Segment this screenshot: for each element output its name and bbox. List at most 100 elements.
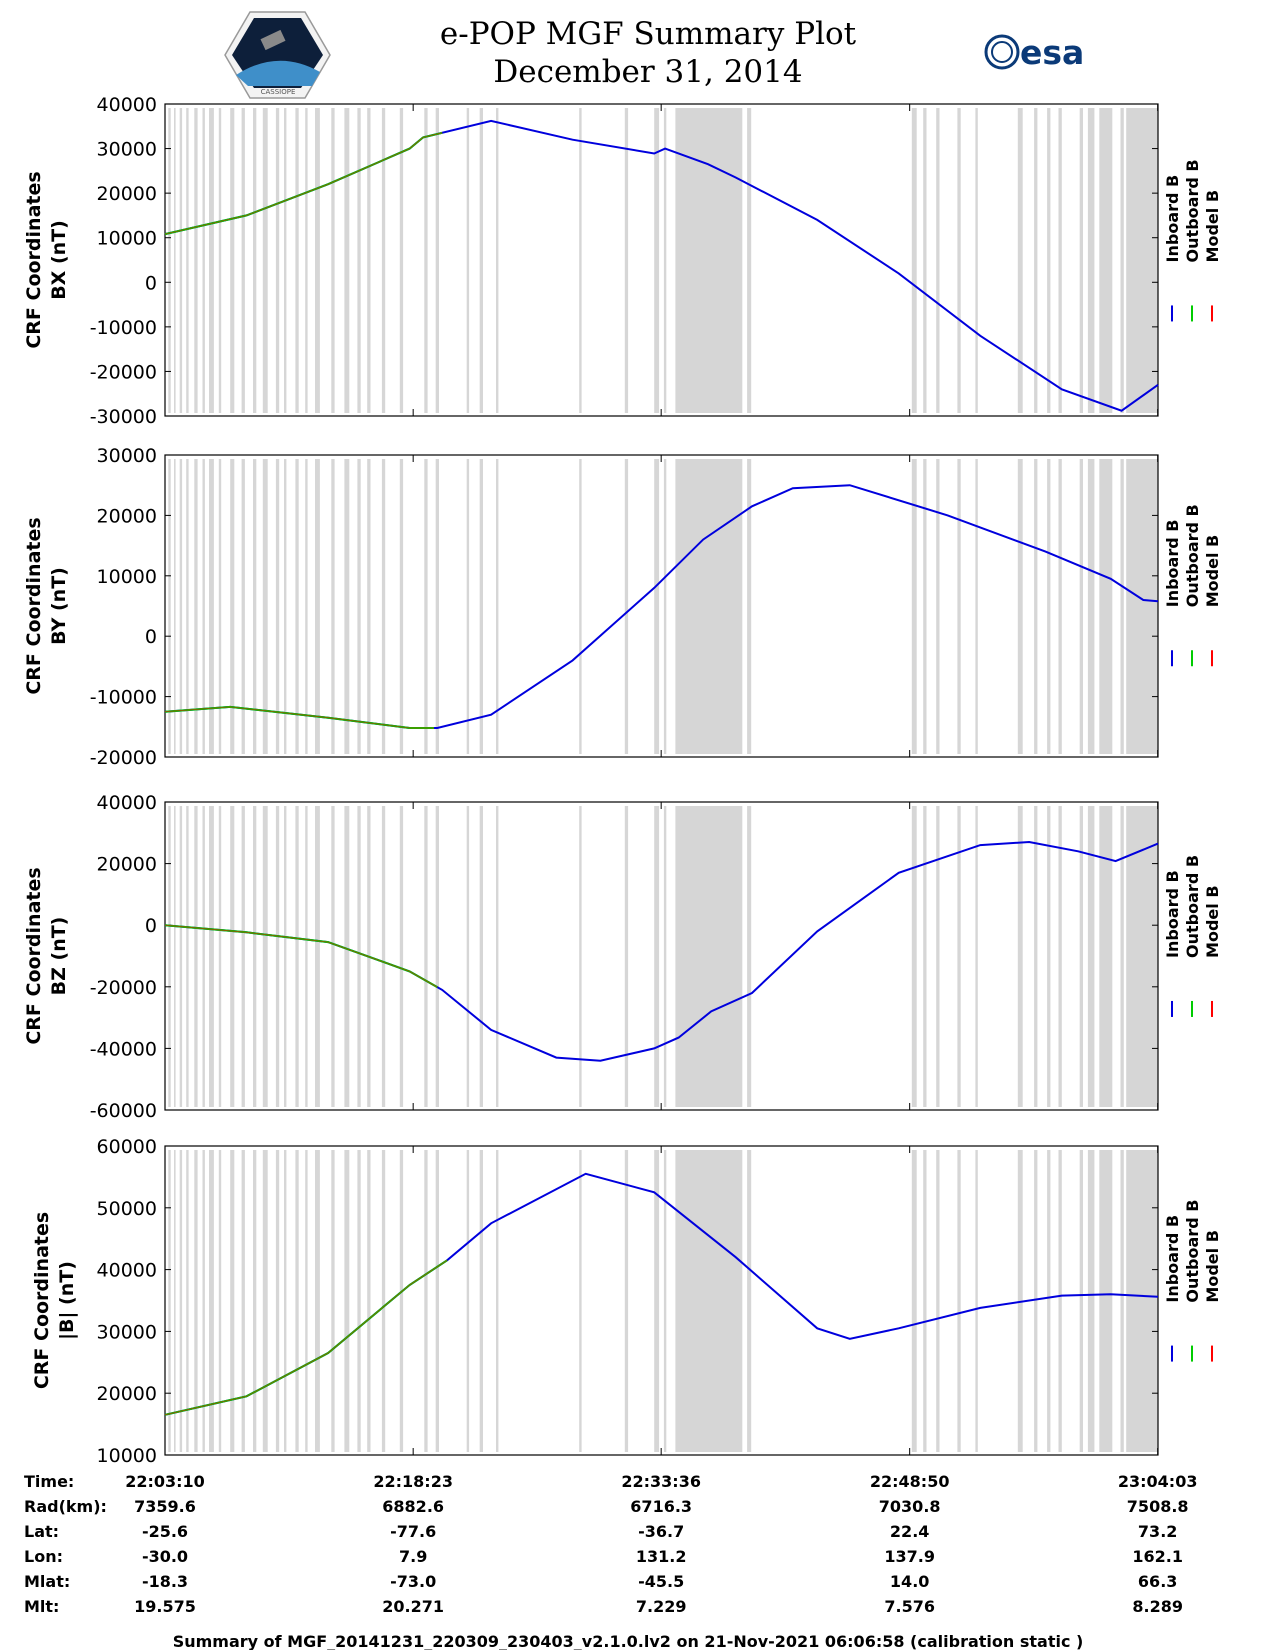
data-gap-band: [230, 108, 235, 413]
y-tick-label: 0: [145, 272, 157, 294]
data-gap-band: [923, 1150, 927, 1452]
data-gap-band: [1047, 108, 1051, 413]
data-gap-band: [936, 108, 940, 413]
data-gap-band: [174, 108, 176, 413]
legend-label-model: Model B: [1203, 190, 1222, 262]
data-gap-band: [315, 806, 320, 1107]
data-gap-band: [663, 1150, 667, 1452]
legend-label-outboard: Outboard B: [1183, 504, 1202, 607]
data-gap-band: [194, 108, 198, 413]
data-gap-band: [1120, 108, 1124, 413]
data-gap-band: [202, 806, 205, 1107]
y-axis-label-line-2: |B| (nT): [56, 1261, 78, 1340]
data-gap-band: [275, 806, 280, 1107]
data-gap-band: [1058, 1150, 1062, 1452]
series-line-model: [164, 1259, 448, 1416]
data-gap-band: [202, 459, 205, 754]
data-gap-band: [435, 459, 439, 754]
data-gap-band: [911, 806, 917, 1107]
ephemeris-row-label: Rad(km):: [24, 1497, 107, 1516]
data-gap-band: [1034, 108, 1038, 413]
y-tick-label: 10000: [97, 1445, 157, 1467]
logo-satellite-shape: [260, 29, 286, 51]
data-gap-band: [331, 806, 335, 1107]
ephemeris-cell: 137.9: [884, 1547, 935, 1566]
data-gap-band: [381, 108, 386, 413]
esa-logo-text: esa: [1020, 33, 1084, 72]
y-tick-label: -40000: [90, 1038, 157, 1060]
ephemeris-cell: 7.9: [399, 1547, 427, 1566]
plot-frame: [164, 454, 1159, 758]
data-gap-band: [936, 806, 940, 1107]
data-gap-band: [399, 806, 404, 1107]
data-gap-band: [1047, 806, 1051, 1107]
series-line-outboard: [164, 924, 438, 988]
ephemeris-table: Time: 22:03:10 22:18:23 22:33:36 22:48:50 23:…: [24, 1472, 1197, 1616]
data-gap-band: [923, 806, 927, 1107]
y-tick-label: 40000: [97, 1260, 157, 1282]
data-gap-band: [675, 108, 743, 413]
data-gap-band: [1079, 459, 1083, 754]
ephemeris-cell: -45.5: [638, 1572, 684, 1591]
data-gap-band: [654, 459, 660, 754]
data-gap-band: [579, 806, 582, 1107]
data-gap-band: [241, 108, 245, 413]
data-gap-band: [479, 806, 483, 1107]
data-gap-band: [230, 459, 235, 754]
data-gap-band: [194, 459, 198, 754]
ephemeris-cell: 22:48:50: [870, 1472, 950, 1491]
ephemeris-row-label: Lat:: [24, 1522, 59, 1541]
legend-label-model: Model B: [1203, 535, 1222, 607]
title-line-2: December 31, 2014: [493, 54, 802, 90]
data-gap-band: [1017, 806, 1023, 1107]
data-gap-band: [186, 459, 189, 754]
data-gap-band: [284, 1150, 287, 1452]
legend-label-outboard: Outboard B: [1183, 1200, 1202, 1303]
ephemeris-cell: -73.0: [390, 1572, 436, 1591]
data-gap-band: [275, 1150, 280, 1452]
data-gap-band: [344, 806, 350, 1107]
data-gap-band: [168, 1150, 171, 1452]
y-tick-label: 30000: [97, 139, 157, 161]
data-gap-band: [262, 108, 268, 413]
data-gap-band: [209, 459, 214, 754]
y-axis-label-line-1: CRF Coordinates: [31, 1212, 53, 1389]
y-axis-label-line-1: CRF Coordinates: [23, 867, 45, 1044]
data-gap-band: [466, 806, 470, 1107]
y-tick-label: -10000: [90, 687, 157, 709]
data-gap-band: [202, 108, 205, 413]
data-gap-band: [241, 459, 245, 754]
data-gap-band: [253, 806, 257, 1107]
y-tick-label: -20000: [90, 361, 157, 383]
ephemeris-cell: 22.4: [890, 1522, 929, 1541]
footer-text: Summary of MGF_20141231_220309_230403_v2…: [173, 1632, 1084, 1650]
data-gap-band: [1034, 806, 1038, 1107]
data-gap-band: [579, 108, 582, 413]
legend-label-inboard: Inboard B: [1163, 870, 1182, 958]
data-gap-band: [179, 459, 183, 754]
plot-frame: [164, 801, 1159, 1111]
data-gap-band: [230, 1150, 235, 1452]
data-gap-band: [1120, 806, 1124, 1107]
data-gap-band: [315, 1150, 320, 1452]
data-gap-band: [923, 108, 927, 413]
data-gap-band: [579, 459, 582, 754]
data-gap-band: [179, 806, 183, 1107]
data-gap-band: [367, 1150, 371, 1452]
data-gap-band: [194, 806, 198, 1107]
data-gap-band: [663, 806, 667, 1107]
data-gap-band: [1126, 1150, 1158, 1452]
data-gap-band: [936, 1150, 940, 1452]
data-gap-band: [747, 806, 752, 1107]
data-gap-band: [424, 459, 428, 754]
panel-2: 30000 20000 10000 0 -10000 -20000 CRF Coordina…: [23, 445, 1222, 769]
data-gap-band: [241, 806, 245, 1107]
data-gap-band: [424, 1150, 428, 1452]
data-gap-band: [1017, 459, 1023, 754]
data-gap-band: [253, 108, 257, 413]
data-gap-band: [1079, 1150, 1083, 1452]
esa-logo-swirl-inner: [991, 41, 1013, 63]
data-gap-band: [305, 108, 308, 413]
data-gap-band: [367, 108, 371, 413]
